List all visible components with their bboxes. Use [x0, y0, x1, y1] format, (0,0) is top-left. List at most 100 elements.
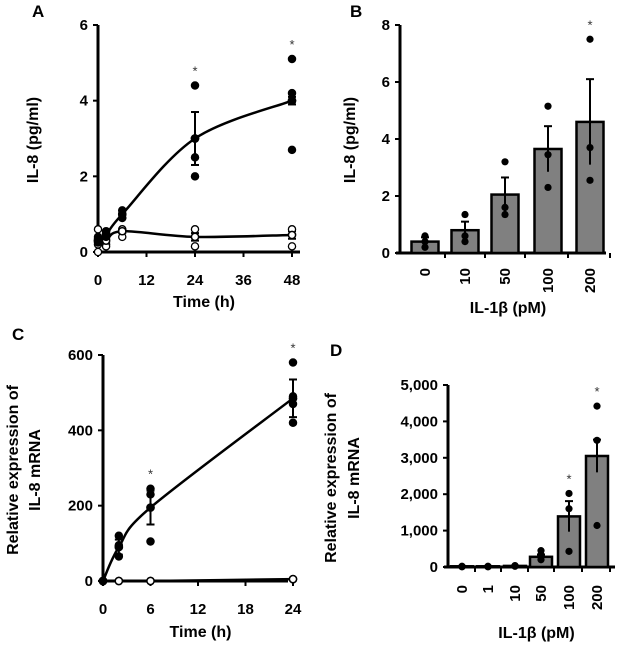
treated-series: [93, 54, 297, 247]
data-point: [93, 225, 103, 234]
data-point: [287, 88, 297, 98]
data-point: [565, 489, 573, 498]
significance-marker: *: [148, 467, 153, 482]
y-tick-label: 2: [382, 188, 390, 205]
mean-point: [146, 576, 155, 586]
data-point: [288, 418, 298, 428]
series-line: [103, 577, 294, 583]
x-tick-label: 24: [187, 272, 204, 289]
data-point: [461, 238, 469, 246]
y-tick-label: 600: [68, 347, 93, 364]
data-point: [544, 151, 552, 159]
x-tick-label: 48: [284, 272, 301, 289]
panel-d: D 0 1,000 2,000 3,000 4,000 5,000 Relative expr…: [323, 341, 615, 642]
y-axis-label: IL-8 (pg/ml): [25, 97, 42, 183]
panel-label: D: [330, 341, 342, 360]
y-tick-label: 4: [80, 93, 89, 110]
x-tick-label: 0: [94, 272, 102, 289]
panel-label: B: [350, 2, 362, 21]
significance-marker: *: [290, 341, 295, 356]
y-axis-label: IL-8 mRNA: [27, 429, 44, 511]
x-tick-label: 0: [454, 585, 471, 593]
x-tick-label: 50: [533, 585, 550, 602]
data-point: [288, 358, 298, 367]
y-tick-label: 400: [68, 422, 93, 439]
x-tick-label: 10: [457, 268, 474, 285]
y-tick-label: 200: [68, 498, 93, 515]
data-point: [421, 232, 429, 240]
significance-marker: *: [289, 37, 294, 52]
data-point: [421, 243, 429, 251]
bar-group: [450, 210, 480, 255]
bar-group: [502, 561, 528, 570]
data-point: [421, 238, 429, 246]
panel-c: C 0 200 400 600 Relative expression of IL-8 mR…: [5, 325, 302, 641]
y-tick-label: 4: [382, 131, 391, 148]
x-tick-label: 100: [540, 268, 557, 293]
mean-point: [190, 232, 200, 242]
x-tick-label: 36: [235, 272, 252, 289]
data-point: [93, 247, 103, 257]
x-tick-label: 1: [480, 585, 497, 593]
significance-marker: *: [594, 384, 599, 399]
data-point: [146, 490, 155, 499]
x-tick-label: 100: [561, 585, 578, 610]
data-point: [287, 145, 297, 155]
bar-group: [490, 158, 520, 255]
x-tick-label: 6: [146, 601, 154, 618]
mean-point: [117, 226, 127, 236]
data-point: [586, 35, 594, 43]
y-tick-label: 4,000: [400, 413, 438, 430]
data-point: [190, 172, 200, 181]
y-axis-label: Relative expression of: [5, 384, 22, 555]
mean-point: [190, 134, 200, 143]
x-tick-label: 200: [589, 585, 606, 610]
x-tick-label: 50: [497, 268, 514, 285]
y-tick-label: 2: [80, 168, 88, 185]
series-line: [101, 397, 294, 582]
data-point: [511, 562, 519, 570]
x-axis-label: Time (h): [170, 624, 232, 641]
data-point: [484, 563, 492, 571]
data-point: [114, 531, 124, 541]
panel-label: C: [12, 325, 24, 344]
mean-point: [287, 96, 297, 106]
x-axis-label: IL-1β (pM): [498, 625, 574, 642]
data-point: [190, 81, 200, 90]
bar-group: [449, 562, 475, 571]
mean-point: [287, 230, 297, 240]
mean-point: [114, 576, 124, 586]
data-point: [190, 242, 200, 251]
x-tick-label: 12: [138, 272, 155, 289]
mean-point: [93, 236, 103, 245]
data-point: [114, 552, 124, 561]
panel-label: A: [32, 2, 44, 21]
data-point: [501, 210, 509, 219]
data-point: [544, 102, 552, 110]
x-axis-label: IL-1β (pM): [470, 300, 546, 317]
significance-marker: *: [566, 471, 571, 486]
data-point: [501, 203, 509, 211]
data-point: [544, 183, 552, 192]
bar-group: [556, 489, 582, 569]
data-point: [190, 153, 200, 162]
data-point: [565, 547, 573, 555]
mean-point: [101, 230, 111, 240]
data-point: [146, 537, 155, 546]
y-tick-label: 2,000: [400, 486, 438, 503]
panel-b: B 0 2 4 6 8 IL-8 (pg/ml) IL-1β (pM) 0 10 50 100 200 *: [342, 2, 611, 317]
data-point: [593, 436, 601, 444]
y-axis-label: IL-8 (pg/ml): [342, 97, 359, 183]
treated-series: [98, 358, 298, 586]
bar-group: [475, 562, 501, 571]
mean-point: [98, 576, 108, 586]
data-point: [287, 54, 297, 64]
mean-point: [288, 574, 298, 584]
bar-group: [575, 35, 605, 255]
data-point: [287, 242, 297, 251]
y-tick-label: 1,000: [400, 523, 438, 540]
x-axis-label: Time (h): [173, 294, 235, 311]
data-point: [461, 210, 469, 219]
